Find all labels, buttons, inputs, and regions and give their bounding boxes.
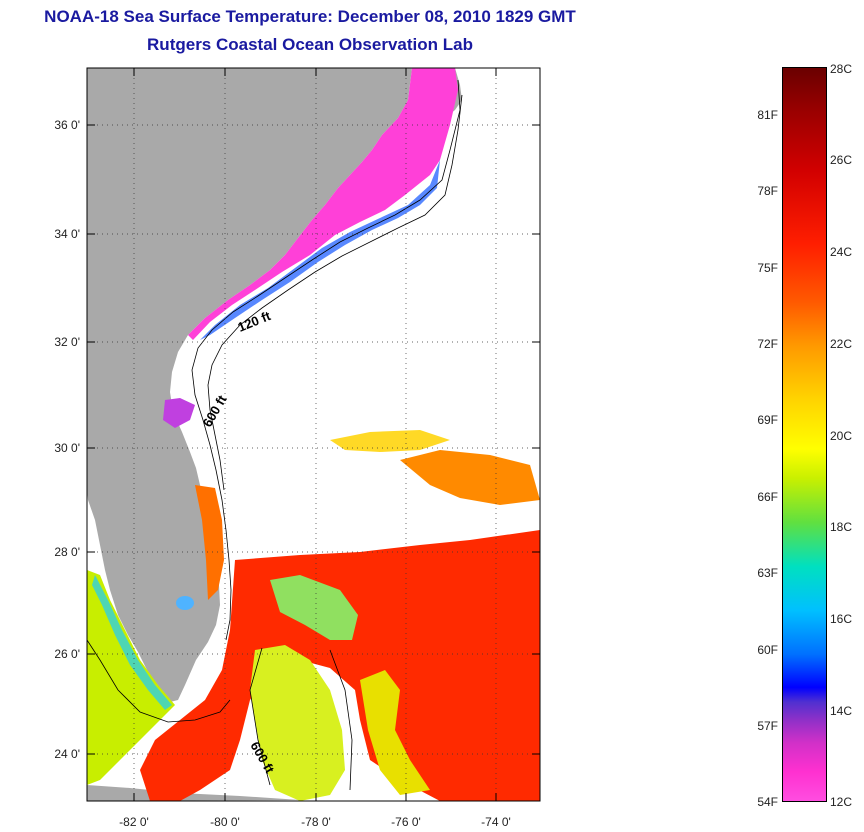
sst-little-bahama-bank	[270, 575, 358, 640]
colorbar-f-63: 63F	[757, 566, 778, 580]
lat-label-28: 28 0'	[54, 545, 80, 559]
colorbar-f-72: 72F	[757, 337, 778, 351]
lon-label-82: -82 0'	[119, 815, 149, 829]
map-subtitle: Rutgers Coastal Ocean Observation Lab	[147, 35, 473, 54]
lat-label-24: 24 0'	[54, 747, 80, 761]
grid-lines	[87, 68, 540, 801]
lat-label-36: 36 0'	[54, 118, 80, 132]
contour-bahamas	[249, 647, 353, 791]
colorbar-c-12: 12C	[830, 795, 853, 809]
map-border	[86, 67, 541, 802]
sst-gulf-shelf	[87, 570, 175, 785]
land-mainland	[87, 68, 412, 702]
sst-bahamas-bank-east	[360, 670, 430, 795]
sst-orange-patches	[400, 450, 540, 505]
colorbar-f-69: 69F	[757, 413, 778, 427]
lat-label-34: 34 0'	[54, 227, 80, 241]
sst-bahamas-bank	[250, 645, 345, 801]
colorbar-f-81: 81F	[757, 108, 778, 122]
colorbar-f-60: 60F	[757, 643, 778, 657]
sst-yellow-patches	[330, 430, 450, 452]
lon-label-74: -74 0'	[481, 815, 511, 829]
colorbar-c-18: 18C	[830, 520, 853, 534]
land-cuba	[87, 785, 300, 801]
colorbar-c-24: 24C	[830, 245, 853, 259]
colorbar-c-16: 16C	[830, 612, 853, 626]
map-title: NOAA-18 Sea Surface Temperature: Decembe…	[44, 7, 576, 26]
contour-shelf-outer	[207, 94, 463, 491]
colorbar-f-54: 54F	[757, 795, 778, 809]
sst-gulf-cyan-band	[92, 575, 172, 710]
lat-label-30: 30 0'	[54, 441, 80, 455]
colorbar-f-78: 78F	[757, 184, 778, 198]
lat-label-32: 32 0'	[54, 335, 80, 349]
colorbar-c-20: 20C	[830, 429, 853, 443]
lon-label-76: -76 0'	[391, 815, 421, 829]
sst-florida-strait-orange	[195, 485, 224, 600]
colorbar-f-75: 75F	[757, 261, 778, 275]
lake-okeechobee	[176, 596, 194, 610]
sst-cold-patch-georgia	[163, 398, 195, 428]
colorbar-c-22: 22C	[830, 337, 853, 351]
sst-cold-coastal	[188, 68, 458, 340]
contour-shelf-inner	[191, 79, 461, 641]
lon-label-80: -80 0'	[210, 815, 240, 829]
colorbar-f-57: 57F	[757, 719, 778, 733]
lon-label-78: -78 0'	[301, 815, 331, 829]
colorbar-c-14: 14C	[830, 704, 853, 718]
colorbar-f-66: 66F	[757, 490, 778, 504]
contour-gulf	[86, 639, 231, 723]
temperature-colorbar	[782, 67, 827, 802]
tick-marks	[87, 68, 540, 801]
colorbar-c-26: 26C	[830, 153, 853, 167]
lat-label-26: 26 0'	[54, 647, 80, 661]
colorbar-c-28: 28C	[830, 62, 853, 76]
sst-warm-gulfstream	[140, 530, 540, 801]
